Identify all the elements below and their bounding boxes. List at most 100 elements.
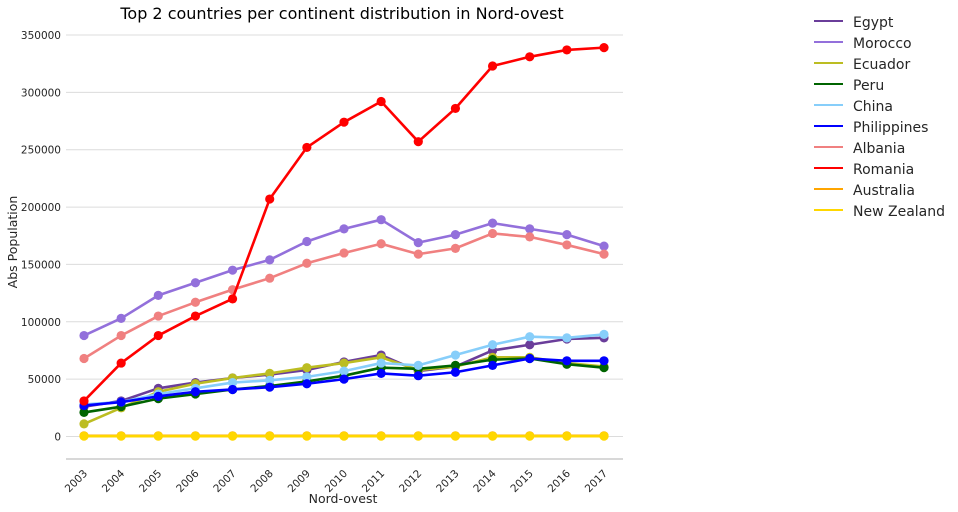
data-point	[79, 419, 89, 429]
data-point	[190, 278, 201, 288]
data-point	[116, 313, 126, 323]
data-point	[450, 431, 461, 441]
data-point	[413, 238, 423, 248]
x-tick-label: 2003	[63, 468, 90, 495]
data-point	[116, 397, 126, 407]
data-point	[265, 431, 275, 441]
data-point	[413, 249, 423, 259]
y-tick-label: 150000	[21, 259, 61, 271]
legend-label: Australia	[853, 183, 915, 199]
data-point	[450, 103, 461, 114]
data-point	[339, 358, 349, 368]
data-point	[599, 249, 609, 259]
data-point	[339, 374, 349, 384]
legend-label: Philippines	[853, 120, 928, 136]
data-point	[525, 340, 535, 350]
data-point	[599, 329, 609, 340]
data-point	[562, 333, 572, 343]
legend: Egypt Morocco Ecuador Peru China Philippines A…	[814, 15, 945, 220]
series-romania	[79, 43, 609, 406]
series-lines	[79, 43, 609, 441]
x-tick-label: 2015	[508, 468, 535, 495]
data-point	[562, 230, 572, 240]
data-point	[190, 387, 201, 397]
y-axis-label: Abs Population	[5, 196, 20, 289]
legend-label: Romania	[853, 162, 914, 178]
data-point	[265, 375, 275, 385]
data-point	[265, 382, 275, 392]
x-tick-label: 2004	[100, 467, 128, 495]
data-point	[599, 431, 609, 441]
data-point	[525, 232, 535, 242]
legend-label: Albania	[853, 141, 905, 157]
data-point	[79, 396, 89, 406]
data-point	[413, 431, 423, 441]
data-point	[190, 297, 201, 307]
data-point	[302, 258, 312, 268]
data-point	[116, 358, 126, 368]
y-tick-label: 200000	[21, 202, 61, 214]
data-point	[302, 379, 312, 389]
data-point	[525, 431, 535, 441]
x-tick-label: 2013	[434, 468, 461, 495]
y-tick-label: 0	[54, 432, 61, 444]
y-tick-label: 250000	[21, 145, 61, 157]
data-point	[525, 353, 535, 364]
x-tick-label: 2014	[471, 467, 499, 495]
y-tick-labels: 0 50000 100000 150000 200000 250000 300000 3500…	[21, 30, 61, 444]
data-point	[413, 137, 423, 147]
data-point	[525, 332, 535, 342]
series-albania	[79, 228, 609, 364]
data-point	[376, 215, 386, 225]
data-point	[302, 431, 312, 441]
data-point	[153, 330, 163, 341]
data-point	[227, 377, 238, 388]
data-point	[79, 431, 89, 441]
y-tick-label: 350000	[21, 30, 61, 42]
data-point	[487, 61, 498, 71]
data-point	[153, 290, 163, 301]
data-point	[339, 224, 349, 234]
chart-title: Top 2 countries per continent distributi…	[119, 4, 563, 23]
data-point	[227, 384, 238, 395]
data-point	[599, 363, 609, 373]
data-point	[450, 230, 461, 240]
data-point	[450, 243, 461, 253]
data-point	[79, 330, 89, 341]
y-tick-label: 300000	[21, 87, 61, 99]
legend-label: Peru	[853, 78, 884, 94]
data-point	[376, 368, 386, 379]
series-morocco	[79, 215, 609, 341]
data-point	[79, 407, 89, 418]
x-tick-label: 2005	[137, 468, 164, 495]
data-point	[265, 273, 275, 283]
data-point	[487, 218, 498, 228]
data-point	[376, 239, 386, 249]
legend-label: Morocco	[853, 36, 912, 52]
data-point	[302, 363, 312, 373]
data-point	[227, 294, 238, 304]
data-point	[302, 142, 312, 153]
data-point	[190, 431, 201, 441]
x-tick-label: 2007	[211, 468, 238, 495]
data-point	[339, 117, 349, 127]
data-point	[376, 358, 386, 368]
data-point	[265, 368, 275, 379]
data-point	[487, 360, 498, 370]
y-tick-label: 50000	[28, 374, 61, 386]
data-point	[376, 96, 386, 107]
grid-lines	[66, 34, 623, 437]
data-point	[562, 240, 572, 250]
data-point	[376, 431, 386, 441]
x-tick-label: 2006	[174, 467, 202, 495]
data-point	[79, 353, 89, 364]
series-new-zealand	[79, 431, 609, 441]
data-point	[302, 372, 312, 382]
data-point	[562, 45, 572, 55]
data-point	[302, 236, 312, 247]
data-point	[525, 52, 535, 62]
data-point	[190, 311, 201, 321]
data-point	[265, 194, 275, 204]
legend-label: New Zealand	[853, 204, 945, 220]
